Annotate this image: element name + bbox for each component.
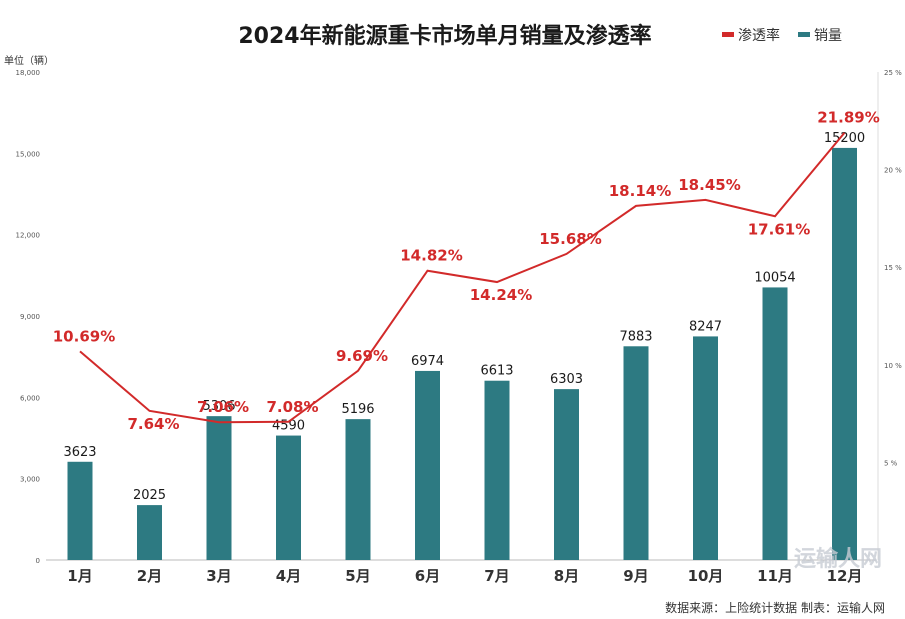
bar-value-label: 6974	[411, 354, 444, 369]
x-tick-label: 6月	[415, 567, 440, 585]
rate-value-label: 18.45%	[678, 176, 740, 194]
rate-value-labels: 10.69% 7.64% 7.06% 7.08% 9.69% 14.82% 14.24% 15…	[53, 109, 880, 433]
left-tick-label: 15,000	[16, 150, 41, 158]
rate-value-label: 18.14%	[609, 182, 671, 200]
x-tick-label: 12月	[827, 567, 863, 585]
right-tick-label: 5 %	[884, 459, 898, 467]
bar	[623, 346, 649, 560]
x-tick-label: 4月	[276, 567, 301, 585]
legend: 渗透率 销量	[722, 27, 842, 44]
bar-value-label: 10054	[754, 270, 795, 285]
left-tick-label: 0	[36, 557, 40, 565]
rate-value-label: 9.69%	[336, 347, 388, 365]
rate-value-label: 7.06%	[197, 398, 249, 416]
right-tick-label: 10 %	[884, 362, 902, 370]
line-series-rate	[79, 132, 846, 424]
x-tick-label: 1月	[67, 567, 92, 585]
right-axis-ticks: 5 % 10 % 15 % 20 % 25 %	[884, 69, 902, 467]
bar-value-label: 3623	[63, 445, 96, 460]
bar	[554, 389, 579, 560]
left-tick-label: 6,000	[20, 394, 40, 402]
rate-value-label: 15.68%	[539, 230, 601, 248]
right-tick-label: 20 %	[884, 167, 902, 175]
bar	[137, 505, 162, 560]
bar	[415, 370, 440, 560]
watermark: 运输人网	[794, 546, 882, 572]
rate-value-label: 21.89%	[817, 109, 879, 127]
legend-swatch-rate	[722, 32, 734, 37]
rate-value-label: 14.24%	[470, 286, 532, 304]
bar-value-labels: 3623202553064590519669746613630378838247…	[63, 131, 865, 503]
bar	[276, 435, 301, 560]
bar	[832, 147, 857, 560]
chart-title: 2024年新能源重卡市场单月销量及渗透率	[238, 23, 651, 49]
rate-value-label: 7.08%	[266, 398, 318, 416]
bar	[762, 287, 788, 560]
bar	[484, 380, 510, 560]
x-tick-label: 9月	[623, 567, 648, 585]
bar	[206, 416, 232, 560]
left-axis-ticks: 0 3,000 6,000 9,000 12,000 15,000 18,000	[16, 69, 41, 565]
bar-value-label: 7883	[619, 329, 652, 344]
bar-series-sales	[67, 147, 857, 560]
y-axis-unit-label: 单位（辆）	[4, 54, 54, 67]
x-tick-label: 10月	[688, 567, 724, 585]
x-tick-label: 11月	[757, 567, 793, 585]
rate-value-label: 10.69%	[53, 327, 115, 345]
x-tick-label: 7月	[484, 567, 509, 585]
x-axis-ticks: 1月 2月 3月 4月 5月 6月 7月 8月 9月 10月 11月 12月	[67, 567, 862, 585]
bar	[67, 461, 93, 560]
rate-value-label: 17.61%	[748, 220, 810, 238]
left-tick-label: 3,000	[20, 476, 40, 484]
bar	[693, 336, 718, 560]
bar	[345, 419, 371, 560]
legend-swatch-sales	[798, 32, 810, 37]
legend-label-sales: 销量	[814, 28, 842, 44]
bar-value-label: 2025	[133, 488, 166, 503]
bar-value-label: 8247	[689, 319, 722, 334]
left-tick-label: 18,000	[16, 69, 41, 77]
right-tick-label: 15 %	[884, 264, 902, 272]
x-tick-label: 3月	[206, 567, 231, 585]
source-note: 数据来源：上险统计数据 制表：运输人网	[665, 600, 885, 615]
x-tick-label: 2月	[137, 567, 162, 585]
bar-value-label: 5196	[341, 402, 374, 417]
x-tick-label: 5月	[345, 567, 370, 585]
x-tick-label: 8月	[554, 567, 579, 585]
left-tick-label: 9,000	[20, 313, 40, 321]
rate-value-label: 14.82%	[400, 247, 462, 265]
left-tick-label: 12,000	[16, 232, 41, 240]
bar-value-label: 6613	[480, 364, 513, 379]
bar-value-label: 15200	[824, 131, 865, 146]
bar-value-label: 6303	[550, 372, 583, 387]
right-tick-label: 25 %	[884, 69, 902, 77]
bar-value-label: 5306	[202, 399, 235, 414]
legend-label-rate: 渗透率	[738, 27, 780, 44]
rate-value-label: 7.64%	[127, 415, 179, 433]
